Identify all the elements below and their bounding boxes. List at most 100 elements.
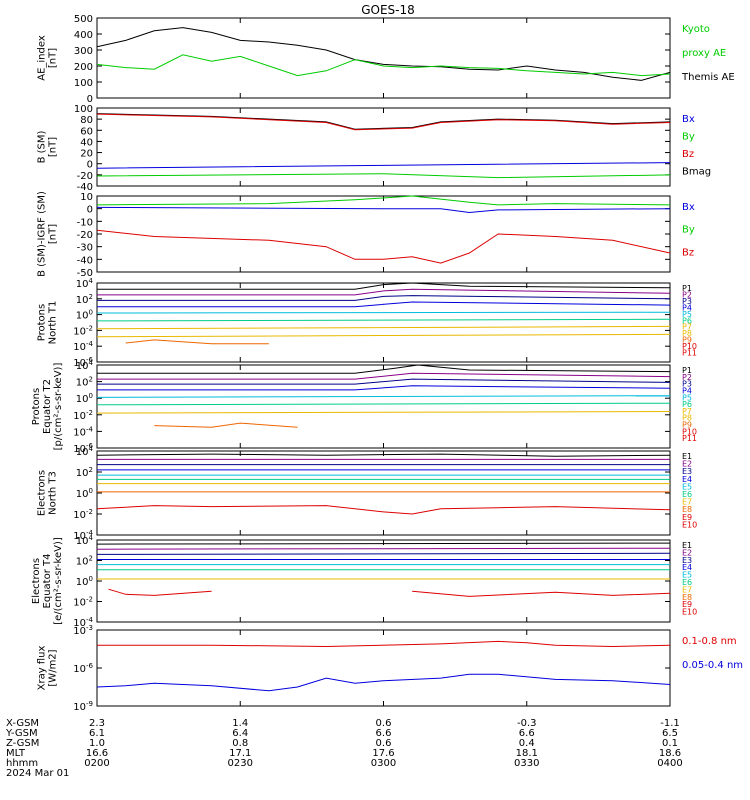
legend-entry: Bmag [682,167,711,178]
panel-ae [96,17,671,99]
y-tick-label: 10-4 [73,425,93,438]
y-tick-label: 104 [76,277,94,290]
series-line [96,195,671,206]
axis-row-label: X-GSM [6,718,39,729]
legend-entry: P7 [682,323,692,332]
series-line [96,505,671,515]
series-line [96,173,671,179]
y-tick-label: 102 [76,376,93,389]
axis-row-value: 0.6 [376,718,392,729]
y-axis-label: [nT] [48,224,59,244]
legend-entry: P1 [682,366,692,375]
y-axis-label: Protons [37,304,48,341]
panel-pnt1 [96,282,671,363]
y-tick-label: 10-9 [73,700,93,713]
legend-entry: P3 [682,380,692,389]
y-axis-label: Electrons [31,558,42,604]
axis-row-value: 17.6 [372,748,394,759]
series-line [96,453,671,457]
series-line [96,113,671,130]
y-axis-label: AE_index [37,35,48,81]
y-tick-label: 10-4 [73,340,93,353]
legend-entry: P2 [682,373,692,382]
y-tick-label: 10-2 [73,409,93,422]
axis-row-value: 0.1 [662,738,678,749]
series-line [96,27,671,81]
series-line [96,333,671,338]
y-tick-label: 80 [80,115,93,126]
axis-row-value: -1.1 [660,718,680,729]
y-tick-label: 102 [76,466,93,479]
series-line [96,311,671,314]
series-line [97,378,671,385]
series-line [96,229,671,264]
y-tick-label: 20 [80,149,93,160]
panel-frame [96,17,671,99]
y-tick-label: 100 [74,78,93,89]
legend-entry: E8 [682,505,692,514]
legend-entry: P9 [682,421,692,430]
y-tick-label: 0 [87,94,93,105]
legend-entry: E8 [682,593,692,602]
axis-row-value: 0400 [657,758,682,769]
panel-frame [96,450,671,536]
y-axis-label: [nT] [48,137,59,157]
axis-row-value: 0230 [228,758,253,769]
axis-row-value: 2.3 [89,718,105,729]
y-axis-label: Equator T4 [42,554,53,609]
panel-bigrf [96,195,671,273]
series-line [96,54,671,77]
legend-entry: P2 [682,290,692,299]
series-line [412,590,671,597]
y-tick-label: 10-6 [73,442,93,455]
y-tick-label: 104 [76,359,94,372]
y-tick-label: 100 [76,487,93,500]
y-axis-label: B (SM) [37,130,48,163]
legend-entry: Bx [682,114,695,125]
plot-title: GOES-18 [361,3,415,17]
y-tick-label: -20 [77,171,93,182]
series-line [97,282,671,290]
legend-entry: P5 [682,310,692,319]
legend-entry: By [682,132,695,143]
legend-entry: P8 [682,414,692,423]
y-axis-label: Equator T2 [42,379,53,434]
panel-bsm [96,107,671,187]
axis-row-label: Y-GSM [5,728,38,739]
legend-entry: P10 [682,427,697,436]
y-tick-label: 10-3 [73,624,93,637]
legend-entry: E6 [682,490,692,499]
panel-ent3 [96,450,671,536]
series-line [96,547,671,550]
y-tick-label: 100 [76,575,93,588]
legend-entry: P7 [682,407,692,416]
panel-xray [96,629,671,707]
y-axis-label: B (SM)-IGRF (SM) [37,191,48,277]
panel-frame [96,539,671,623]
legend-entry: 0.1-0.8 nm [682,636,737,647]
y-tick-label: 10-6 [73,356,93,369]
y-tick-label: 104 [76,445,94,458]
series-line [96,411,671,414]
series-line [108,588,212,596]
legend-entry: E9 [682,513,692,522]
y-tick-label: 104 [76,534,94,547]
axis-row-value: 0.4 [519,738,535,749]
y-tick-label: 102 [76,555,93,568]
legend-entry: E4 [682,475,692,484]
series-line [96,318,671,322]
legend-entry: proxy AE [682,48,726,59]
axis-row-label: hhmm [6,758,38,769]
legend-entry: P5 [682,393,692,402]
y-axis-label: North T1 [48,301,59,345]
y-tick-label: 100 [76,309,93,322]
axis-row-label: MLT [6,748,26,759]
legend-entry: E1 [682,541,692,550]
series-line [97,288,671,296]
legend-entry: P3 [682,297,692,306]
series-line [96,206,671,214]
series-line [97,364,671,374]
y-tick-label: 100 [76,392,93,405]
series-line [96,113,671,131]
y-tick-label: 200 [74,62,93,73]
